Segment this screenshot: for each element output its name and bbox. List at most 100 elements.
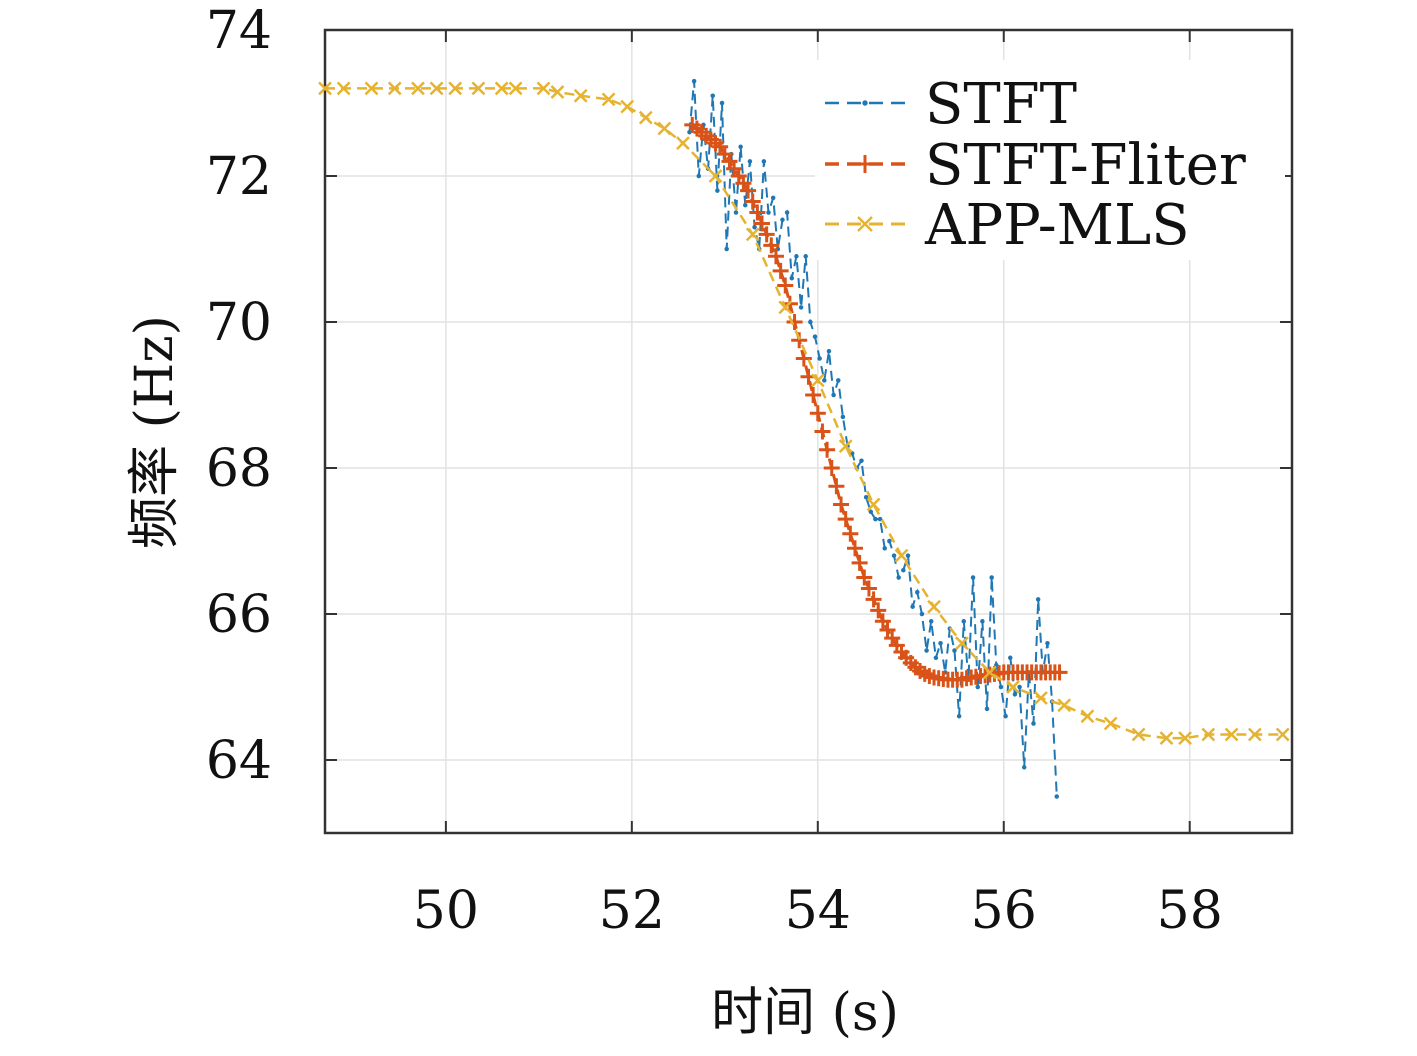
- marker-stroke: [387, 81, 402, 96]
- marker-stroke: [708, 169, 723, 183]
- x-tick-label: 56: [971, 881, 1037, 941]
- data-point: [550, 85, 565, 99]
- data-point: [819, 441, 836, 458]
- data-point: [828, 478, 845, 495]
- data-point: [752, 224, 757, 230]
- data-point: [982, 665, 997, 680]
- data-point: [1051, 664, 1068, 681]
- marker-stroke: [1275, 727, 1290, 742]
- data-point: [838, 439, 853, 453]
- marker-stroke: [1103, 716, 1118, 731]
- data-point: [794, 254, 799, 259]
- data-point: [715, 188, 720, 193]
- data-point: [795, 350, 812, 367]
- marker-stroke: [573, 88, 588, 103]
- x-tick-label: 54: [785, 881, 851, 941]
- data-point: [836, 378, 841, 383]
- data-point: [826, 348, 832, 354]
- data-point: [770, 195, 776, 201]
- data-point: [952, 648, 957, 653]
- data-point: [766, 210, 771, 215]
- legend-entry: APP-MLS: [825, 193, 1190, 258]
- data-point: [817, 356, 822, 361]
- data-point: [882, 546, 887, 551]
- data-point: [1003, 713, 1008, 719]
- marker-stroke: [1131, 727, 1146, 742]
- data-point: [905, 553, 911, 558]
- data-point: [364, 81, 379, 96]
- data-point: [840, 414, 846, 420]
- data-point: [980, 619, 985, 624]
- marker-stroke: [1224, 727, 1239, 742]
- data-point: [1131, 727, 1146, 742]
- data-point: [866, 497, 881, 512]
- data-point: [494, 81, 509, 96]
- data-point: [789, 275, 795, 281]
- series-app-mls: [318, 81, 1290, 745]
- data-point: [805, 387, 822, 403]
- data-point: [1012, 692, 1018, 697]
- marker-stroke: [810, 373, 825, 388]
- y-axis-label: 频率 (Hz): [125, 315, 185, 549]
- y-tick-label: 70: [206, 293, 272, 353]
- marker-stroke: [838, 439, 853, 453]
- data-point: [808, 319, 813, 325]
- data-point: [812, 334, 818, 339]
- data-point: [910, 604, 915, 609]
- data-point: [891, 553, 897, 558]
- data-point: [919, 611, 925, 617]
- marker-stroke: [657, 121, 672, 136]
- data-point: [868, 509, 874, 515]
- data-point: [955, 636, 969, 651]
- marker-stroke: [494, 81, 509, 96]
- marker-stroke: [778, 300, 793, 315]
- y-tick-label: 74: [206, 1, 272, 61]
- x-tick-label: 58: [1157, 881, 1223, 941]
- data-point: [1159, 731, 1174, 745]
- y-tick-label: 64: [206, 731, 272, 791]
- data-point: [938, 640, 943, 646]
- data-point: [1103, 716, 1118, 731]
- data-point: [724, 246, 729, 252]
- marker-stroke: [638, 110, 653, 125]
- data-point: [738, 144, 743, 150]
- data-point: [1021, 765, 1027, 770]
- data-point: [740, 182, 757, 199]
- x-axis-label: 时间 (s): [711, 983, 899, 1043]
- marker-stroke: [1201, 727, 1216, 742]
- data-point: [754, 215, 771, 232]
- data-point: [810, 373, 825, 388]
- marker-stroke: [982, 665, 997, 680]
- data-point: [856, 569, 873, 586]
- data-point: [786, 314, 803, 330]
- legend-label: APP-MLS: [924, 193, 1190, 258]
- marker-stroke: [894, 548, 909, 563]
- data-point: [1031, 721, 1036, 726]
- data-point: [874, 613, 891, 630]
- marker-stroke: [1006, 680, 1020, 694]
- data-point: [601, 92, 616, 107]
- marker-stroke: [429, 81, 444, 96]
- y-tick-label: 72: [206, 147, 272, 207]
- data-point: [887, 538, 892, 544]
- marker-stroke: [745, 227, 760, 242]
- data-point: [837, 511, 854, 528]
- data-point: [508, 81, 523, 96]
- marker-stroke: [1080, 709, 1095, 724]
- data-point: [710, 93, 715, 98]
- data-point: [831, 392, 836, 398]
- data-point: [933, 655, 939, 661]
- data-point: [471, 81, 486, 96]
- data-point: [772, 262, 789, 279]
- data-point: [1017, 684, 1022, 690]
- data-point: [814, 423, 831, 440]
- marker-stroke: [601, 92, 616, 107]
- legend-entry: STFT: [825, 72, 1077, 137]
- data-point: [708, 169, 723, 183]
- marker-stroke: [927, 599, 941, 614]
- marker-stroke: [955, 636, 969, 651]
- data-point: [763, 237, 780, 254]
- data-point: [719, 100, 725, 106]
